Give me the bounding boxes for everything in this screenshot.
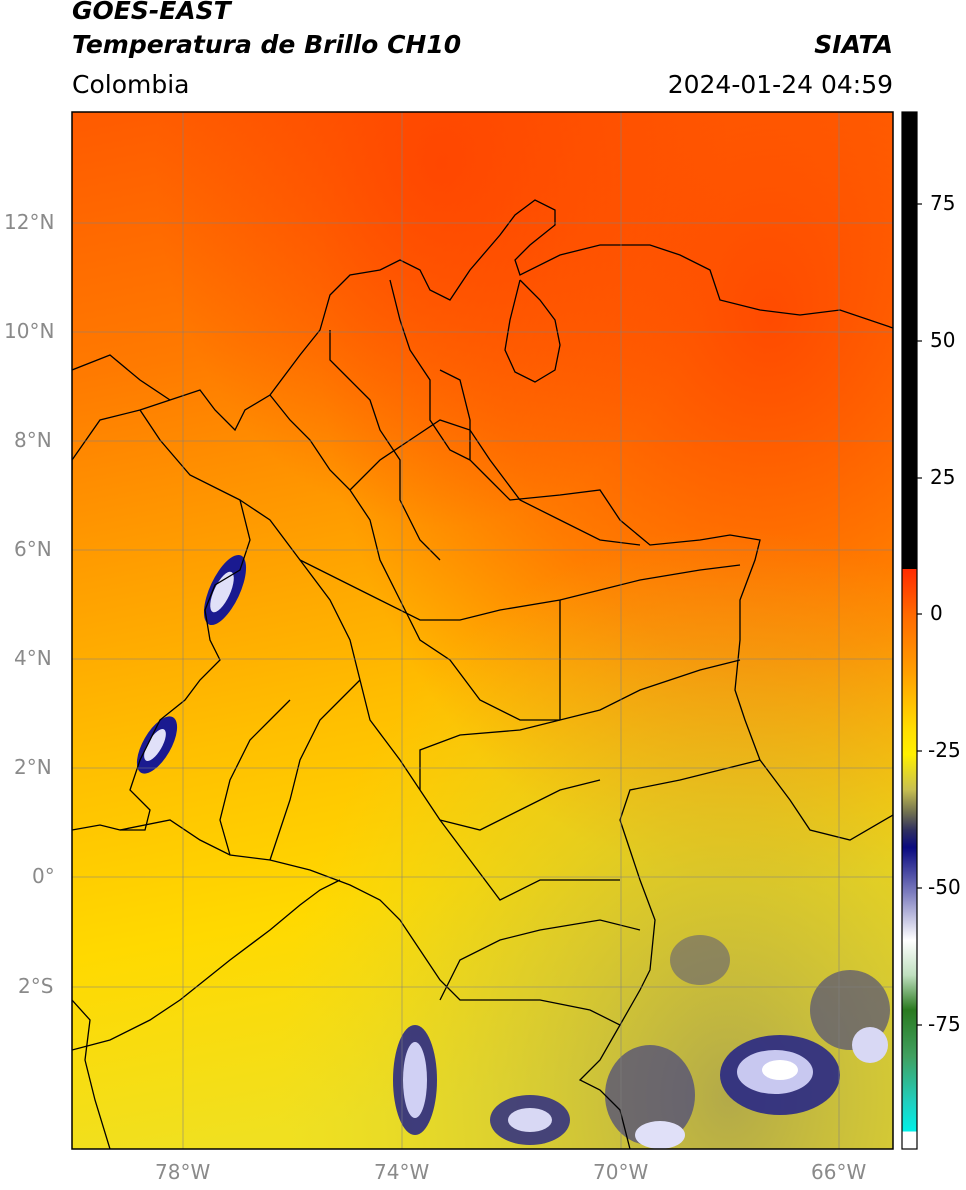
colorbar-tick-marks	[917, 203, 922, 1026]
colorbar-black-segment	[902, 112, 917, 569]
colorbar-label-25: 25	[930, 465, 956, 489]
datetime-label: 2024-01-24 04:59	[667, 70, 893, 99]
colorbar-label-0: 0	[930, 601, 943, 625]
cold-cloud-clusters	[136, 554, 890, 1149]
organization-label: SIATA	[814, 30, 893, 59]
colorbar-label-75: 75	[930, 191, 956, 215]
lon-label-74w: 74°W	[374, 1160, 430, 1184]
lon-label-78w: 78°W	[155, 1160, 211, 1184]
lon-label-70w: 70°W	[593, 1160, 649, 1184]
lon-label-66w: 66°W	[811, 1160, 867, 1184]
lat-label-8n: 8°N	[14, 428, 52, 452]
lat-label-10n: 10°N	[4, 319, 55, 343]
colorbar-label-minus25: -25	[928, 738, 961, 762]
lat-label-2s: 2°S	[18, 974, 54, 998]
region-label: Colombia	[72, 70, 190, 99]
lat-label-4n: 4°N	[14, 646, 52, 670]
colorbar-label-minus50: -50	[928, 875, 961, 899]
satellite-title: GOES-EAST	[72, 0, 231, 25]
temperature-field	[72, 112, 893, 1149]
coastline-and-borders	[72, 199, 893, 1149]
colorbar	[901, 111, 922, 1150]
lat-label-12n: 12°N	[4, 210, 55, 234]
map-frame	[71, 111, 894, 1150]
lat-label-0: 0°	[32, 864, 55, 888]
product-title: Temperatura de Brillo CH10	[72, 30, 462, 59]
lat-label-2n: 2°N	[14, 755, 52, 779]
colorbar-label-minus75: -75	[928, 1012, 961, 1036]
colorbar-gradient	[902, 569, 917, 1149]
lat-label-6n: 6°N	[14, 537, 52, 561]
colorbar-label-50: 50	[930, 328, 956, 352]
colorbar-frame	[901, 111, 918, 1150]
graticule	[72, 112, 893, 1149]
